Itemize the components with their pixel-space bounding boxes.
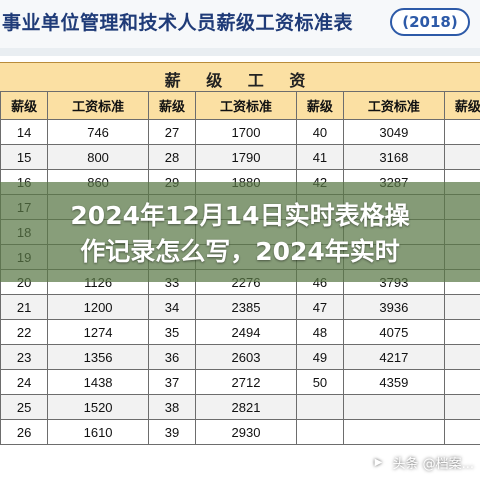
table-cell: 41 [296, 145, 343, 170]
salary-banner: 薪 级 工 资 [0, 62, 480, 92]
table-cell: 1610 [48, 420, 149, 445]
column-header: 薪级 [1, 92, 48, 120]
table-cell: 2603 [196, 345, 297, 370]
table-cell: 49 [296, 345, 343, 370]
table-cell: 15 [1, 145, 48, 170]
table-header-row: 薪级 工资标准 薪级 工资标准 薪级 工资标准 薪级 [1, 92, 480, 120]
table-cell: 28 [148, 145, 195, 170]
table-cell: 3936 [344, 295, 445, 320]
table-cell [444, 370, 480, 395]
table-cell: 1520 [48, 395, 149, 420]
salary-banner-label: 薪 级 工 资 [0, 67, 480, 91]
title-bar: 事业单位管理和技术人员薪级工资标准表 (2018) [0, 0, 480, 48]
table-cell: 1274 [48, 320, 149, 345]
column-header: 工资标准 [48, 92, 149, 120]
table-cell: 1356 [48, 345, 149, 370]
table-cell [444, 320, 480, 345]
table-cell [444, 395, 480, 420]
table-cell [344, 395, 445, 420]
table-cell: 800 [48, 145, 149, 170]
table-cell: 23 [1, 345, 48, 370]
table-cell: 34 [148, 295, 195, 320]
table-cell [444, 420, 480, 445]
table-cell [444, 345, 480, 370]
table-cell: 3168 [344, 145, 445, 170]
table-cell [444, 120, 480, 145]
table-cell [296, 420, 343, 445]
table-cell [296, 395, 343, 420]
table-cell: 37 [148, 370, 195, 395]
table-cell: 39 [148, 420, 195, 445]
year-badge: (2018) [390, 8, 470, 36]
table-cell: 2712 [196, 370, 297, 395]
table-cell: 1438 [48, 370, 149, 395]
headline-line-2: 作记录怎么写，2024年实时 [0, 232, 480, 268]
table-cell: 40 [296, 120, 343, 145]
table-cell: 22 [1, 320, 48, 345]
table-cell: 50 [296, 370, 343, 395]
table-cell: 746 [48, 120, 149, 145]
column-header: 薪级 [148, 92, 195, 120]
table-cell: 35 [148, 320, 195, 345]
table-cell: 4359 [344, 370, 445, 395]
toutiao-icon: ▶ [368, 452, 388, 472]
table-cell: 36 [148, 345, 195, 370]
watermark-text: 头条 @档案... [392, 453, 474, 472]
page-title: 事业单位管理和技术人员薪级工资标准表 [2, 8, 353, 35]
column-header: 工资标准 [344, 92, 445, 120]
table-cell: 1700 [196, 120, 297, 145]
table-cell [444, 145, 480, 170]
table-cell: 2930 [196, 420, 297, 445]
table-cell [444, 295, 480, 320]
table-cell: 2494 [196, 320, 297, 345]
table-cell: 14 [1, 120, 48, 145]
table-cell: 4217 [344, 345, 445, 370]
table-cell: 1200 [48, 295, 149, 320]
table-cell: 27 [148, 120, 195, 145]
table-cell: 38 [148, 395, 195, 420]
table-cell: 25 [1, 395, 48, 420]
table-cell: 2821 [196, 395, 297, 420]
headline-line-1: 2024年12月14日实时表格操 [0, 196, 480, 232]
table-cell: 48 [296, 320, 343, 345]
table-cell: 3049 [344, 120, 445, 145]
table-cell: 26 [1, 420, 48, 445]
column-header: 工资标准 [196, 92, 297, 120]
headline-overlay: 2024年12月14日实时表格操 作记录怎么写，2024年实时 [0, 182, 480, 282]
table-cell: 1790 [196, 145, 297, 170]
table-cell: 21 [1, 295, 48, 320]
column-header: 薪级 [296, 92, 343, 120]
column-header: 薪级 [444, 92, 480, 120]
table-body: 1474627170040304915800281790413168168602… [1, 120, 480, 445]
table-cell: 2385 [196, 295, 297, 320]
watermark: ▶ 头条 @档案... [368, 450, 474, 474]
table-cell: 24 [1, 370, 48, 395]
table-cell: 47 [296, 295, 343, 320]
table-cell: 4075 [344, 320, 445, 345]
table-cell [344, 420, 445, 445]
